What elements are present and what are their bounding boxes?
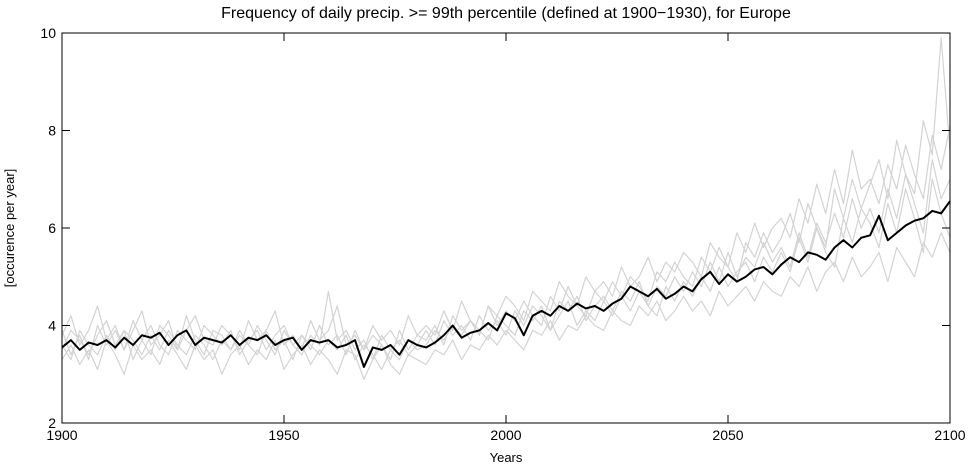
y-tick-label: 6 (48, 220, 56, 236)
y-tick-label: 2 (48, 415, 56, 431)
series-line (61, 125, 951, 351)
x-axis-label: Years (490, 450, 523, 465)
series-line (61, 200, 951, 368)
y-tick-label: 4 (48, 318, 56, 334)
y-tick-label: 10 (40, 25, 56, 41)
y-axis-label: [occurence per year] (2, 169, 17, 288)
plot-area (61, 37, 951, 380)
series-line (61, 232, 951, 380)
chart-title: Frequency of daily precip. >= 99th perce… (221, 5, 791, 22)
y-tick-label: 8 (48, 123, 56, 139)
series-line (61, 178, 951, 370)
x-tick-label: 2050 (712, 427, 743, 443)
x-tick-label: 1950 (268, 427, 299, 443)
series-line (61, 37, 951, 361)
x-tick-label: 2100 (934, 427, 965, 443)
x-tick-label: 2000 (490, 427, 521, 443)
x-tick-label: 1900 (46, 427, 77, 443)
series-line (61, 159, 951, 361)
